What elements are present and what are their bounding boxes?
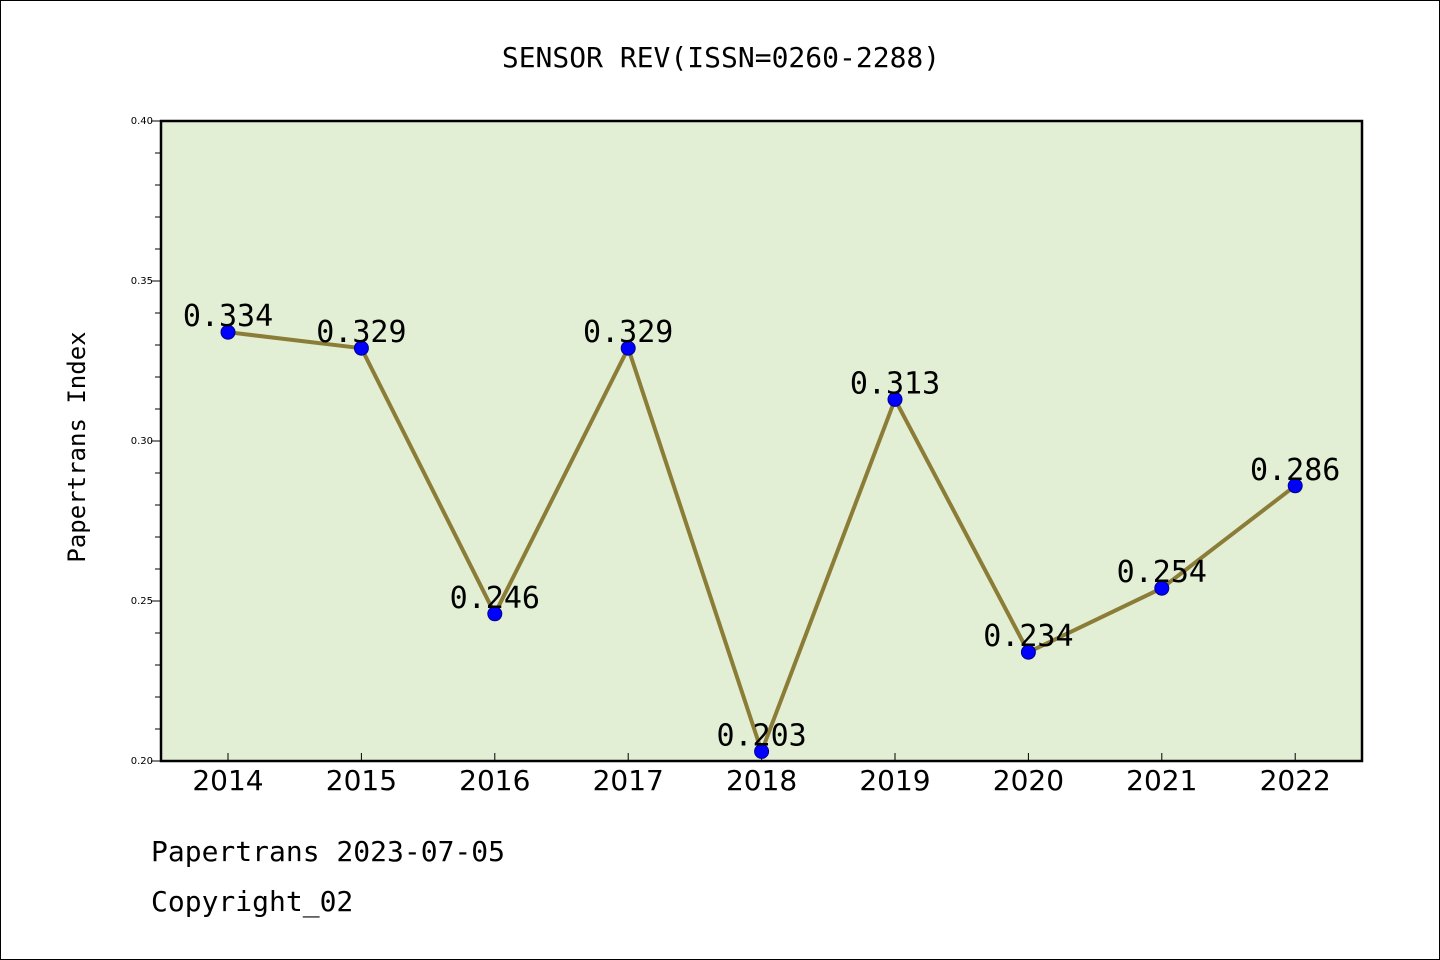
data-label: 0.329 bbox=[316, 315, 406, 350]
data-label: 0.329 bbox=[583, 315, 673, 350]
data-point bbox=[353, 340, 369, 356]
chart-title: SENSOR REV(ISSN=0260-2288) bbox=[502, 41, 940, 74]
data-point bbox=[754, 743, 770, 759]
data-point bbox=[220, 324, 236, 340]
x-tick-label: 2018 bbox=[726, 764, 797, 797]
data-point bbox=[1154, 580, 1170, 596]
x-tick-label: 2015 bbox=[326, 764, 397, 797]
x-tick-label: 2016 bbox=[459, 764, 530, 797]
data-label: 0.254 bbox=[1117, 555, 1207, 590]
footer-date-line: Papertrans 2023-07-05 bbox=[151, 835, 506, 868]
data-label: 0.286 bbox=[1250, 453, 1340, 488]
y-tick-label: 0.40 bbox=[131, 116, 153, 127]
y-tick-label: 0.35 bbox=[131, 276, 153, 287]
data-label: 0.313 bbox=[850, 366, 940, 401]
data-point bbox=[887, 391, 903, 407]
x-tick-label: 2014 bbox=[192, 764, 263, 797]
x-tick-label: 2017 bbox=[593, 764, 664, 797]
data-label: 0.234 bbox=[983, 619, 1073, 654]
footer-copyright: Copyright_02 bbox=[151, 885, 354, 918]
plot-frame bbox=[159, 119, 1364, 763]
x-tick-label: 2021 bbox=[1126, 764, 1197, 797]
data-point bbox=[620, 340, 636, 356]
data-label: 0.246 bbox=[450, 581, 540, 616]
data-label: 0.203 bbox=[716, 718, 806, 753]
data-point bbox=[1287, 478, 1303, 494]
chart-marks: 0.20 0.25 0.30 0.35 0.40 2014 2015 2016 2017 2018… bbox=[131, 116, 1341, 797]
y-tick-label: 0.25 bbox=[131, 596, 153, 607]
x-tick-label: 2020 bbox=[993, 764, 1064, 797]
data-point bbox=[487, 606, 503, 622]
x-tick-label: 2022 bbox=[1260, 764, 1331, 797]
plot-area bbox=[161, 121, 1362, 761]
y-tick-label: 0.30 bbox=[131, 436, 153, 447]
y-tick-label: 0.20 bbox=[131, 756, 153, 767]
x-tick-label: 2019 bbox=[859, 764, 930, 797]
data-point bbox=[1020, 644, 1036, 660]
y-axis-label: Papertrans Index bbox=[63, 331, 91, 562]
data-label: 0.334 bbox=[183, 299, 273, 334]
